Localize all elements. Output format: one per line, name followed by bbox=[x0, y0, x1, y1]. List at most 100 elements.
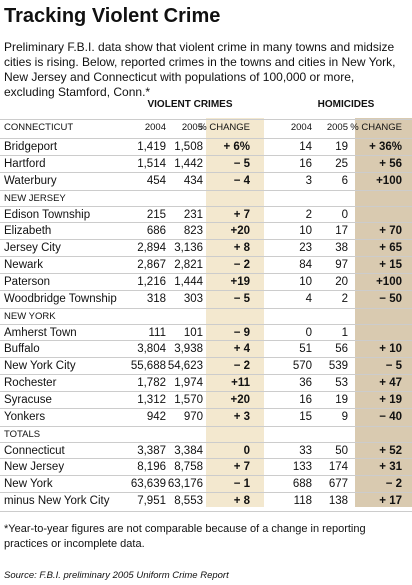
row-rule bbox=[0, 154, 412, 156]
cell: 1,216 bbox=[137, 275, 166, 288]
cell: + 8 bbox=[233, 495, 250, 507]
cell: 2,821 bbox=[174, 259, 203, 271]
cell: 50 bbox=[335, 444, 348, 457]
column-header: 2004 bbox=[290, 122, 312, 133]
cell: 16 bbox=[299, 157, 312, 170]
row-rule bbox=[0, 374, 412, 375]
table-rule bbox=[0, 511, 412, 512]
cell: 19 bbox=[335, 141, 348, 153]
cell: 3,136 bbox=[174, 242, 203, 255]
cell: + 3 bbox=[233, 410, 250, 423]
cell: + 47 bbox=[379, 377, 402, 389]
cell: 231 bbox=[183, 208, 203, 221]
cell: 970 bbox=[183, 410, 203, 423]
cell: 16 bbox=[299, 393, 312, 406]
cell: 8,758 bbox=[174, 461, 203, 474]
intro: Preliminary F.B.I. data show that violen… bbox=[4, 40, 396, 99]
row-rule bbox=[0, 407, 412, 409]
cell: 20 bbox=[335, 275, 348, 288]
cell: − 2 bbox=[385, 478, 402, 491]
section-rule bbox=[0, 425, 412, 427]
section-label: NEW YORK bbox=[4, 310, 56, 322]
cell: 1,419 bbox=[137, 141, 166, 153]
cell: 9 bbox=[341, 410, 348, 423]
cell: 17 bbox=[335, 225, 348, 238]
cell: − 2 bbox=[233, 360, 250, 373]
cell: 33 bbox=[299, 444, 312, 457]
row-rule bbox=[0, 272, 412, 274]
cell: + 7 bbox=[233, 208, 250, 221]
row-label: Woodbridge Township bbox=[4, 292, 117, 305]
cell: + 10 bbox=[379, 343, 402, 356]
cell: − 40 bbox=[379, 410, 402, 423]
cell: 7,951 bbox=[137, 495, 166, 507]
cell: 1,514 bbox=[137, 157, 166, 170]
section-label: TOTALS bbox=[4, 428, 41, 440]
cell: 215 bbox=[146, 208, 166, 221]
row-rule bbox=[0, 492, 412, 493]
cell: 1,782 bbox=[137, 377, 166, 389]
cell: − 50 bbox=[379, 292, 402, 305]
cell: + 65 bbox=[379, 242, 402, 255]
cell: + 17 bbox=[379, 495, 402, 507]
row-rule bbox=[0, 222, 412, 224]
cell: 2 bbox=[341, 292, 348, 305]
cell: +19 bbox=[230, 275, 250, 288]
row-label: Hartford bbox=[4, 157, 46, 170]
cell: 23 bbox=[299, 242, 312, 255]
row-label: New York City bbox=[4, 360, 76, 373]
cell: − 5 bbox=[233, 157, 250, 170]
cell: 138 bbox=[328, 495, 348, 507]
cell: 15 bbox=[299, 410, 312, 423]
cell: + 31 bbox=[379, 461, 402, 474]
cell: 2 bbox=[305, 208, 312, 221]
cell: 56 bbox=[335, 343, 348, 356]
row-rule bbox=[0, 340, 412, 342]
cell: + 7 bbox=[233, 461, 250, 474]
cell: 3,384 bbox=[174, 444, 203, 457]
cell: 97 bbox=[335, 259, 348, 271]
cell: 942 bbox=[146, 410, 166, 423]
cell: 0 bbox=[243, 444, 250, 457]
row-label: Connecticut bbox=[4, 444, 65, 457]
row-label: Edison Township bbox=[4, 208, 91, 221]
cell: 0 bbox=[341, 208, 348, 221]
cell: 677 bbox=[328, 478, 348, 491]
cell: 19 bbox=[335, 393, 348, 406]
cell: 10 bbox=[299, 225, 312, 238]
cell: 38 bbox=[335, 242, 348, 255]
cell: 14 bbox=[299, 141, 312, 153]
cell: 454 bbox=[146, 174, 166, 187]
row-label: Yonkers bbox=[4, 410, 46, 423]
cell: 688 bbox=[292, 478, 312, 491]
cell: 1,312 bbox=[137, 393, 166, 406]
cell: +100 bbox=[376, 174, 402, 187]
cell: 1 bbox=[341, 326, 348, 339]
cell: 84 bbox=[299, 259, 312, 271]
cell: + 52 bbox=[379, 444, 402, 457]
row-label: Jersey City bbox=[4, 242, 61, 255]
section-label: NEW JERSEY bbox=[4, 192, 66, 204]
cell: 1,442 bbox=[174, 157, 203, 170]
cell: + 19 bbox=[379, 393, 402, 406]
row-label: New York bbox=[4, 478, 53, 491]
column-header: 2004 bbox=[144, 122, 166, 133]
row-rule bbox=[0, 289, 412, 291]
cell: 1,974 bbox=[174, 377, 203, 389]
column-header: % CHANGE bbox=[350, 122, 402, 133]
cell: 54,623 bbox=[167, 360, 203, 373]
row-label: Elizabeth bbox=[4, 225, 52, 238]
cell: 6 bbox=[341, 174, 348, 187]
cell: 823 bbox=[183, 225, 203, 238]
cell: 63,176 bbox=[167, 478, 203, 491]
row-rule bbox=[0, 205, 412, 207]
cell: − 9 bbox=[233, 326, 250, 339]
cell: 1,508 bbox=[174, 141, 203, 153]
row-label: minus New York City bbox=[4, 495, 110, 507]
cell: 3,938 bbox=[174, 343, 203, 356]
row-label: Paterson bbox=[4, 275, 51, 288]
row-rule bbox=[0, 441, 412, 443]
row-rule bbox=[0, 458, 412, 460]
row-label: Amherst Town bbox=[4, 326, 77, 339]
row-rule bbox=[0, 475, 412, 477]
